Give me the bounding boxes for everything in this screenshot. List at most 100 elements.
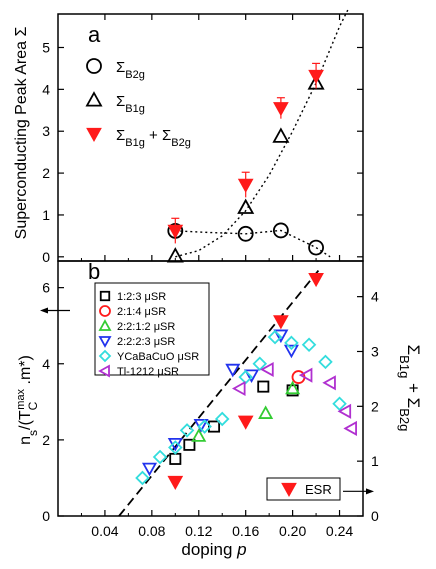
panel-b-ytick-left-label: 6 <box>42 280 50 296</box>
panel-a-ytick-label: 1 <box>42 207 50 223</box>
panel-a-legend-marker-1 <box>85 91 103 107</box>
panel-b-ytick-left-label: 0 <box>42 508 50 524</box>
panel-b-legend-marker-5 <box>98 364 110 378</box>
panel-b-ytick-right-label: 3 <box>371 343 379 359</box>
panel-a-ytick-label: 4 <box>42 81 50 97</box>
panel-b: 0.04 0.08 0.12 0.16 0.20 0.24 0 2 4 6 0 1 2 3 4 1:2:3 μ… <box>40 269 379 539</box>
x-axis-label: doping p <box>181 540 246 559</box>
panel-a-ytick-label: 2 <box>42 165 50 181</box>
panel-b-point-2 <box>191 428 207 442</box>
panel-a-point-1 <box>237 198 255 214</box>
panel-b-point-4 <box>168 440 183 455</box>
panel-b-point-3 <box>225 363 241 378</box>
panel-b-legend-label-1: 2:1:4 μSR <box>117 306 166 318</box>
panel-a-point-1 <box>272 127 290 143</box>
panel-a-point-2 <box>308 69 324 84</box>
panel-b-point-3 <box>273 329 289 344</box>
panel-a-legend-marker-0 <box>86 58 102 74</box>
panel-b-ytick-right-label: 1 <box>371 453 379 469</box>
panel-a-point-0 <box>308 239 324 256</box>
panel-b-legend-marker-2 <box>98 319 112 331</box>
panel-b-legend-label-2: 2:2:1:2 μSR <box>117 321 175 333</box>
panel-a-ytick-label: 5 <box>42 39 50 55</box>
panel-b-point-4 <box>332 396 347 411</box>
panel-b-point-0 <box>183 438 196 451</box>
panel-b-legend-box <box>94 282 210 376</box>
panel-b-point-4 <box>238 369 253 385</box>
panel-b-point-4 <box>318 354 333 370</box>
panel-b-point-4 <box>301 337 317 353</box>
panel-b-point-3 <box>141 462 158 477</box>
panel-b-ylabel-right: ΣB1g + ΣB2g <box>398 345 424 432</box>
panel-b-point-6 <box>167 475 184 491</box>
left-axis-arrow-head <box>40 307 48 314</box>
panel-b-point-6 <box>308 272 324 288</box>
panel-b-legend-label-4: YCaBaCuO μSR <box>117 351 199 363</box>
panel-b-point-5 <box>231 380 246 397</box>
panel-b-ytick-left-label: 4 <box>42 356 50 372</box>
panel-a-legend-marker-2 <box>86 127 102 143</box>
panel-a-label: a <box>88 22 101 47</box>
panel-a-legend-label-1: ΣB1g <box>116 93 145 115</box>
panel-b-legend-marker-0 <box>99 290 111 302</box>
panel-a-guide-line <box>175 7 350 258</box>
panel-b-point-6 <box>273 315 289 330</box>
panel-b-legend-marker-1 <box>99 305 111 317</box>
panel-b-legend-label-0: 1:2:3 μSR <box>117 291 166 303</box>
panel-b-point-0 <box>257 380 270 393</box>
panel-b-point-2 <box>258 405 274 419</box>
panel-b-point-6 <box>237 415 254 430</box>
panel-b-legend-marker-4 <box>98 349 112 363</box>
panel-b-point-4 <box>197 419 212 434</box>
panel-b-point-3 <box>244 369 260 384</box>
panel-b-point-5 <box>298 367 313 383</box>
panel-b-legend-label-5: Tl-1212 μSR <box>117 366 179 378</box>
panel-b-ylabel-left: ns/(TCmax .m*) <box>15 355 40 445</box>
panel-b-point-4 <box>135 470 150 486</box>
panel-b-point-3 <box>283 344 299 359</box>
panel-b-point-4 <box>152 449 168 465</box>
panel-b-point-4 <box>284 335 299 351</box>
panel-b-point-5 <box>260 361 274 377</box>
panel-b-point-5 <box>322 375 336 391</box>
panel-b-point-4 <box>267 329 283 345</box>
panel-a-point-0 <box>272 222 289 239</box>
panel-a-point-2 <box>167 224 184 239</box>
panel-b-point-4 <box>252 356 268 372</box>
panel-b-legend-label-3: 2:2:2:3 μSR <box>117 336 175 348</box>
x-tick-label: 0.24 <box>326 523 353 539</box>
panel-b-ytick-left-label: 2 <box>42 432 50 448</box>
panel-b-point-0 <box>169 452 182 465</box>
panel-b-frame <box>57 260 364 517</box>
panel-a-point-2 <box>273 102 289 117</box>
panel-b-label: b <box>88 259 100 284</box>
panel-a-legend-label-0: ΣB2g <box>116 59 145 81</box>
panel-b-legend-marker-3 <box>98 336 112 348</box>
panel-a-ytick-label: 3 <box>42 123 50 139</box>
x-tick-label: 0.20 <box>279 523 306 539</box>
panel-b-ytick-right-label: 4 <box>371 289 379 305</box>
panel-b-point-4 <box>179 423 195 438</box>
panel-b-point-5 <box>343 420 357 436</box>
panel-a-ytick-label: 0 <box>42 249 50 265</box>
panel-b-point-3 <box>193 418 209 433</box>
panel-a-point-1 <box>166 247 184 263</box>
panel-b-point-0 <box>208 420 221 433</box>
panel-a-frame <box>57 13 364 262</box>
panel-b-ytick-right-label: 0 <box>371 508 379 524</box>
panel-a-point-2 <box>237 178 254 193</box>
panel-a-legend-label-2: ΣB1g + ΣB2g <box>116 127 191 149</box>
x-tick-label: 0.12 <box>185 523 212 539</box>
panel-b-point-2 <box>285 380 301 395</box>
panel-b-point-4 <box>214 411 230 427</box>
right-axis-arrow-head <box>366 488 374 495</box>
panel-b-ytick-right-label: 2 <box>371 398 379 414</box>
x-tick-label: 0.08 <box>138 523 165 539</box>
panel-b-esr-legend-label: ESR <box>305 482 332 497</box>
panel-a-point-0 <box>237 225 254 242</box>
panel-a-point-1 <box>307 74 325 90</box>
panel-a-ylabel: Superconducting Peak Area Σ <box>13 27 30 240</box>
panel-b-point-5 <box>337 403 352 419</box>
x-tick-label: 0.04 <box>91 523 118 539</box>
